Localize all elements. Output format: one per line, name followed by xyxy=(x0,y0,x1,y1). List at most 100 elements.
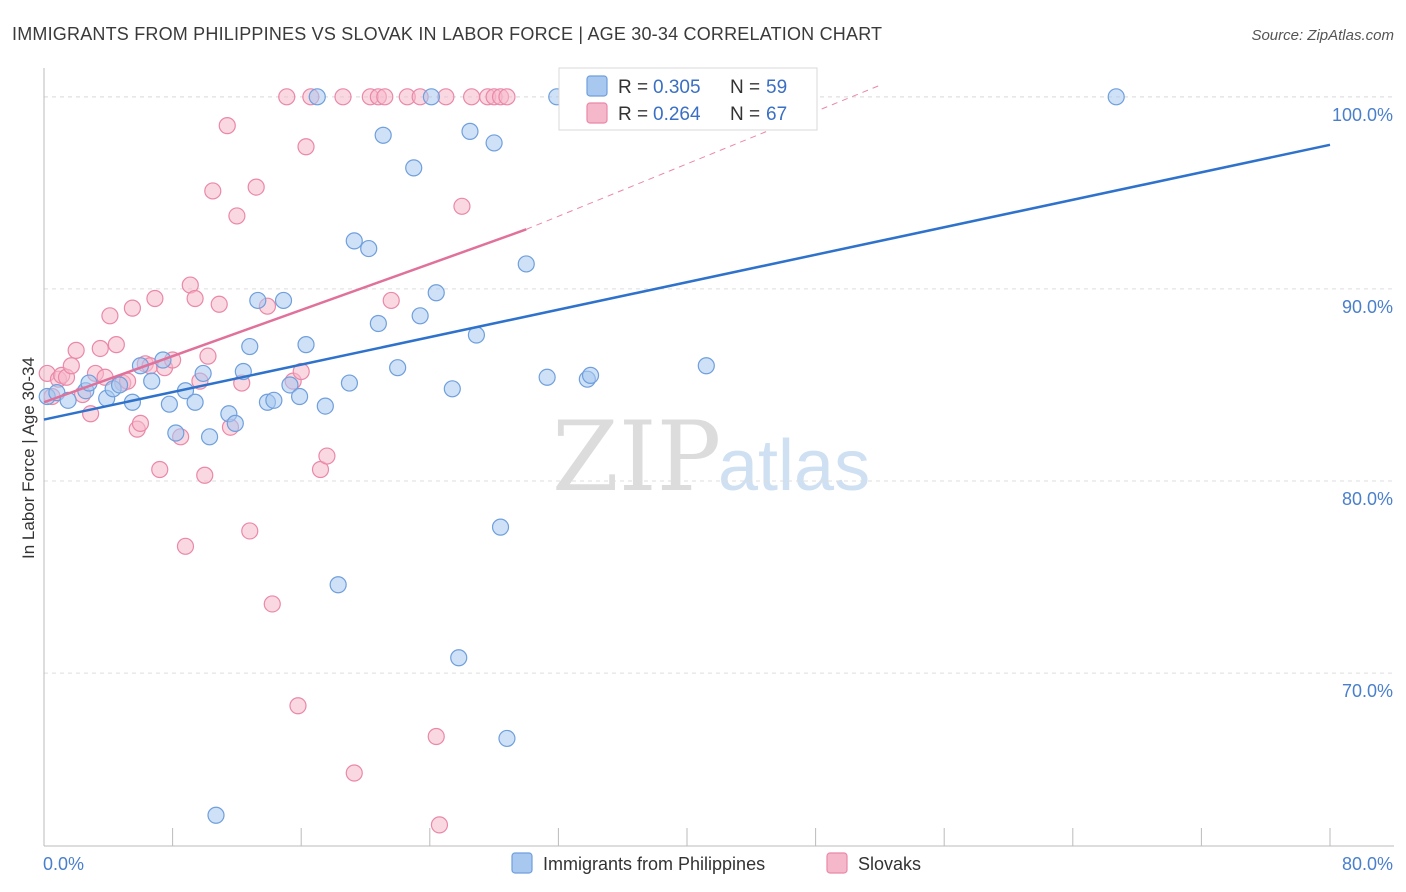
slovaks-point-38 xyxy=(241,522,259,540)
philippines-point-18 xyxy=(207,806,225,824)
slovaks-point-12 xyxy=(101,307,119,325)
slovaks-point-26 xyxy=(176,537,195,555)
philippines-point-39 xyxy=(405,159,423,177)
y-tick-label-90: 90.0% xyxy=(1342,297,1393,317)
stats-legend-n-value-blue: 59 xyxy=(766,77,787,98)
philippines-point-49 xyxy=(498,729,516,748)
philippines-point-44 xyxy=(450,649,468,667)
philippines-point-43 xyxy=(443,380,461,398)
stats-legend-r-value-blue: 0.305 xyxy=(653,77,701,98)
slovaks-point-16 xyxy=(123,299,142,317)
slovaks-point-55 xyxy=(382,291,400,310)
philippines-point-29 xyxy=(297,336,315,354)
philippines-point-12 xyxy=(160,395,178,413)
trend-line-slovaks xyxy=(43,228,527,404)
series-legend-label-slovaks: Slovaks xyxy=(858,854,921,874)
y-tick-label-80: 80.0% xyxy=(1342,489,1393,509)
philippines-point-38 xyxy=(389,359,407,377)
slovaks-point-49 xyxy=(318,447,336,465)
philippines-point-13 xyxy=(167,424,185,442)
philippines-point-37 xyxy=(374,126,392,144)
philippines-point-45 xyxy=(461,122,479,140)
philippines-point-17 xyxy=(200,428,219,446)
philippines-point-33 xyxy=(340,374,359,392)
stats-legend-r-label-pink: R = xyxy=(618,104,648,125)
slovaks-point-18 xyxy=(131,414,150,432)
stats-legend: R = 0.305 N = 59 R = 0.264 N = 67 xyxy=(558,67,818,131)
watermark-zip: ZIP xyxy=(552,401,721,513)
slovaks-point-41 xyxy=(263,595,281,613)
slovaks-point-21 xyxy=(146,289,164,308)
stats-legend-n-label-blue: N = xyxy=(730,77,760,98)
slovaks-point-6 xyxy=(67,341,85,359)
y-tick-label-100: 100.0% xyxy=(1332,105,1393,125)
trend-line-slovaks-extension xyxy=(526,84,881,230)
slovaks-point-36 xyxy=(228,207,246,225)
philippines-point-20 xyxy=(226,414,244,432)
stats-legend-r-value-pink: 0.264 xyxy=(653,104,701,125)
slovaks-point-42 xyxy=(278,88,296,106)
chart-title: IMMIGRANTS FROM PHILIPPINES VS SLOVAK IN… xyxy=(12,24,882,44)
philippines-point-55 xyxy=(697,357,715,375)
slovaks-point-58 xyxy=(427,727,445,746)
philippines-point-23 xyxy=(249,291,267,310)
axes xyxy=(43,68,1394,847)
stats-legend-swatch-blue xyxy=(586,75,608,97)
slovaks-point-60 xyxy=(437,88,455,106)
slovaks-point-13 xyxy=(107,336,125,354)
stats-legend-swatch-pink xyxy=(586,102,608,124)
philippines-point-51 xyxy=(538,368,556,386)
y-axis-label: In Labor Force | Age 30-34 xyxy=(19,357,38,559)
slovaks-point-44 xyxy=(289,697,307,715)
slovaks-point-31 xyxy=(199,347,217,365)
watermark: ZIP atlas xyxy=(552,401,870,513)
series-slovaks-points xyxy=(38,88,516,834)
trend-line-philippines xyxy=(43,143,1331,421)
philippines-point-56 xyxy=(1107,88,1125,106)
slovaks-point-39 xyxy=(247,178,265,196)
philippines-point-22 xyxy=(241,337,259,356)
watermark-atlas: atlas xyxy=(718,426,870,506)
slovaks-point-62 xyxy=(462,88,481,106)
stats-legend-n-label-pink: N = xyxy=(730,104,760,125)
y-tick-label-70: 70.0% xyxy=(1342,681,1393,701)
stats-legend-n-value-pink: 67 xyxy=(766,104,787,125)
slovaks-point-61 xyxy=(453,197,471,215)
philippines-point-27 xyxy=(281,376,299,394)
philippines-point-26 xyxy=(274,291,293,310)
philippines-point-54 xyxy=(581,366,600,384)
slovaks-point-10 xyxy=(91,339,109,358)
philippines-point-50 xyxy=(517,255,535,273)
y-tick-labels: 70.0% 80.0% 90.0% 100.0% xyxy=(1332,105,1393,701)
philippines-point-32 xyxy=(329,576,347,594)
slovaks-point-30 xyxy=(196,466,214,484)
slovaks-point-54 xyxy=(376,88,394,106)
philippines-point-15 xyxy=(186,393,204,411)
slovaks-point-59 xyxy=(430,816,449,834)
philippines-point-25 xyxy=(265,391,283,409)
philippines-point-48 xyxy=(491,518,510,536)
philippines-point-7 xyxy=(110,376,129,394)
philippines-point-35 xyxy=(360,239,378,258)
series-legend-label-philippines: Immigrants from Philippines xyxy=(543,854,765,874)
philippines-point-36 xyxy=(369,314,387,333)
slovaks-point-32 xyxy=(204,182,222,200)
philippines-point-10 xyxy=(143,372,161,390)
trend-lines xyxy=(43,84,1331,421)
philippines-point-30 xyxy=(308,88,326,106)
series-legend-swatch-slovaks xyxy=(826,852,848,874)
slovaks-point-28 xyxy=(186,289,204,308)
x-tick-label-80: 80.0% xyxy=(1342,854,1393,874)
chart-source: Source: ZipAtlas.com xyxy=(1251,27,1394,44)
stats-legend-r-label-blue: R = xyxy=(618,77,648,98)
slovaks-point-51 xyxy=(345,764,363,782)
series-legend: Immigrants from Philippines Slovaks xyxy=(511,852,921,874)
x-tick-label-0: 0.0% xyxy=(43,854,84,874)
slovaks-point-22 xyxy=(151,460,169,479)
philippines-point-16 xyxy=(194,364,212,383)
slovaks-point-50 xyxy=(334,88,352,106)
philippines-point-34 xyxy=(345,232,363,250)
philippines-point-40 xyxy=(411,307,429,325)
philippines-point-41 xyxy=(422,88,441,106)
